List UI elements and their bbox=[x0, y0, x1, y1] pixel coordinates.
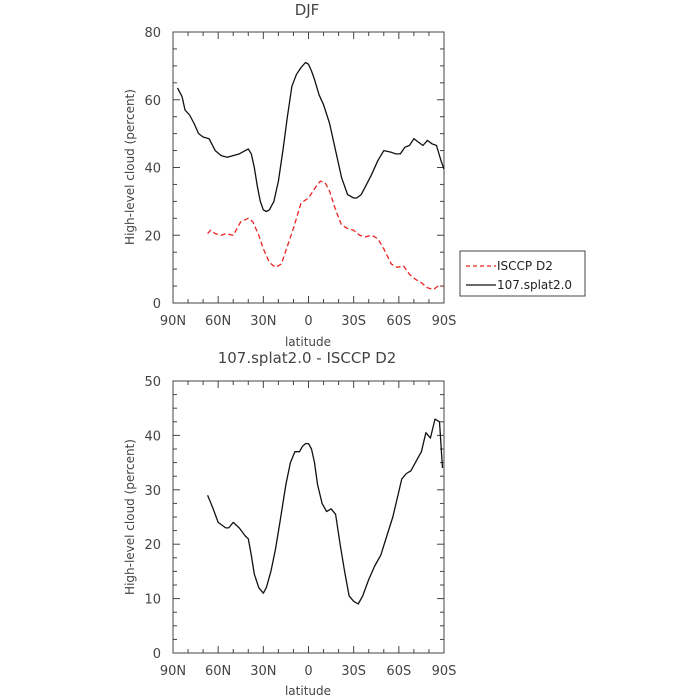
top-x-tick-label: 0 bbox=[304, 314, 312, 329]
top-y-tick-label: 0 bbox=[153, 297, 161, 312]
bottom-series-line-difference bbox=[206, 418, 444, 605]
legend-box bbox=[459, 250, 586, 297]
bottom-x-tick-label: 90N bbox=[160, 664, 186, 679]
top-x-tick-label: 60N bbox=[205, 314, 231, 329]
top-x-tick-label: 30S bbox=[341, 314, 366, 329]
bottom-panel: 107.splat2.0 - ISCCP D2 90N 60N 30N 0 30S 60S… bbox=[123, 349, 456, 698]
top-y-tick-label: 60 bbox=[144, 94, 161, 109]
top-x-tick-label: 60S bbox=[386, 314, 411, 329]
top-series-line-107-splat2-0 bbox=[176, 61, 445, 213]
bottom-y-tick-label: 10 bbox=[144, 593, 161, 608]
top-x-tick-label: 90S bbox=[432, 314, 457, 329]
top-x-axis-title: latitude bbox=[285, 335, 331, 349]
top-x-tick-label: 30N bbox=[250, 314, 276, 329]
top-y-axis-title: High-level cloud (percent) bbox=[123, 89, 137, 245]
top-panel: DJF 90N 60N 30N 0 30S 60S 90S 0 20 40 60 80 latitu… bbox=[123, 1, 586, 349]
top-y-tick-label: 40 bbox=[144, 162, 161, 177]
legend-label-splat: 107.splat2.0 bbox=[497, 278, 572, 292]
bottom-x-ticks: 90N 60N 30N 0 30S 60S 90S bbox=[160, 381, 457, 679]
bottom-series-lines bbox=[206, 418, 444, 605]
bottom-plot-frame bbox=[172, 380, 445, 654]
bottom-x-tick-label: 60S bbox=[386, 664, 411, 679]
top-series-line-isccp-d2 bbox=[207, 180, 443, 291]
bottom-x-tick-label: 0 bbox=[304, 664, 312, 679]
bottom-x-tick-label: 60N bbox=[205, 664, 231, 679]
bottom-y-tick-label: 40 bbox=[144, 429, 161, 444]
legend: ISCCP D2 107.splat2.0 bbox=[459, 250, 586, 297]
bottom-x-axis-title: latitude bbox=[285, 684, 331, 698]
top-series-lines bbox=[176, 61, 445, 291]
bottom-chart-title: 107.splat2.0 - ISCCP D2 bbox=[218, 349, 397, 367]
top-y-tick-label: 20 bbox=[144, 229, 161, 244]
bottom-y-ticks: 0 10 20 30 40 50 bbox=[144, 375, 444, 662]
bottom-x-tick-label: 30N bbox=[250, 664, 276, 679]
bottom-y-tick-label: 20 bbox=[144, 538, 161, 553]
top-plot-frame bbox=[172, 31, 445, 304]
top-chart-title: DJF bbox=[295, 1, 320, 19]
bottom-y-tick-label: 30 bbox=[144, 484, 161, 499]
top-y-ticks: 0 20 40 60 80 bbox=[144, 26, 444, 312]
bottom-y-tick-label: 50 bbox=[144, 375, 161, 390]
bottom-y-axis-title: High-level cloud (percent) bbox=[123, 439, 137, 595]
legend-label-isccp: ISCCP D2 bbox=[497, 259, 553, 273]
top-y-tick-label: 80 bbox=[144, 26, 161, 41]
bottom-x-tick-label: 90S bbox=[432, 664, 457, 679]
top-x-ticks: 90N 60N 30N 0 30S 60S 90S bbox=[160, 32, 457, 329]
bottom-y-tick-label: 0 bbox=[153, 647, 161, 662]
top-x-tick-label: 90N bbox=[160, 314, 186, 329]
bottom-x-tick-label: 30S bbox=[341, 664, 366, 679]
